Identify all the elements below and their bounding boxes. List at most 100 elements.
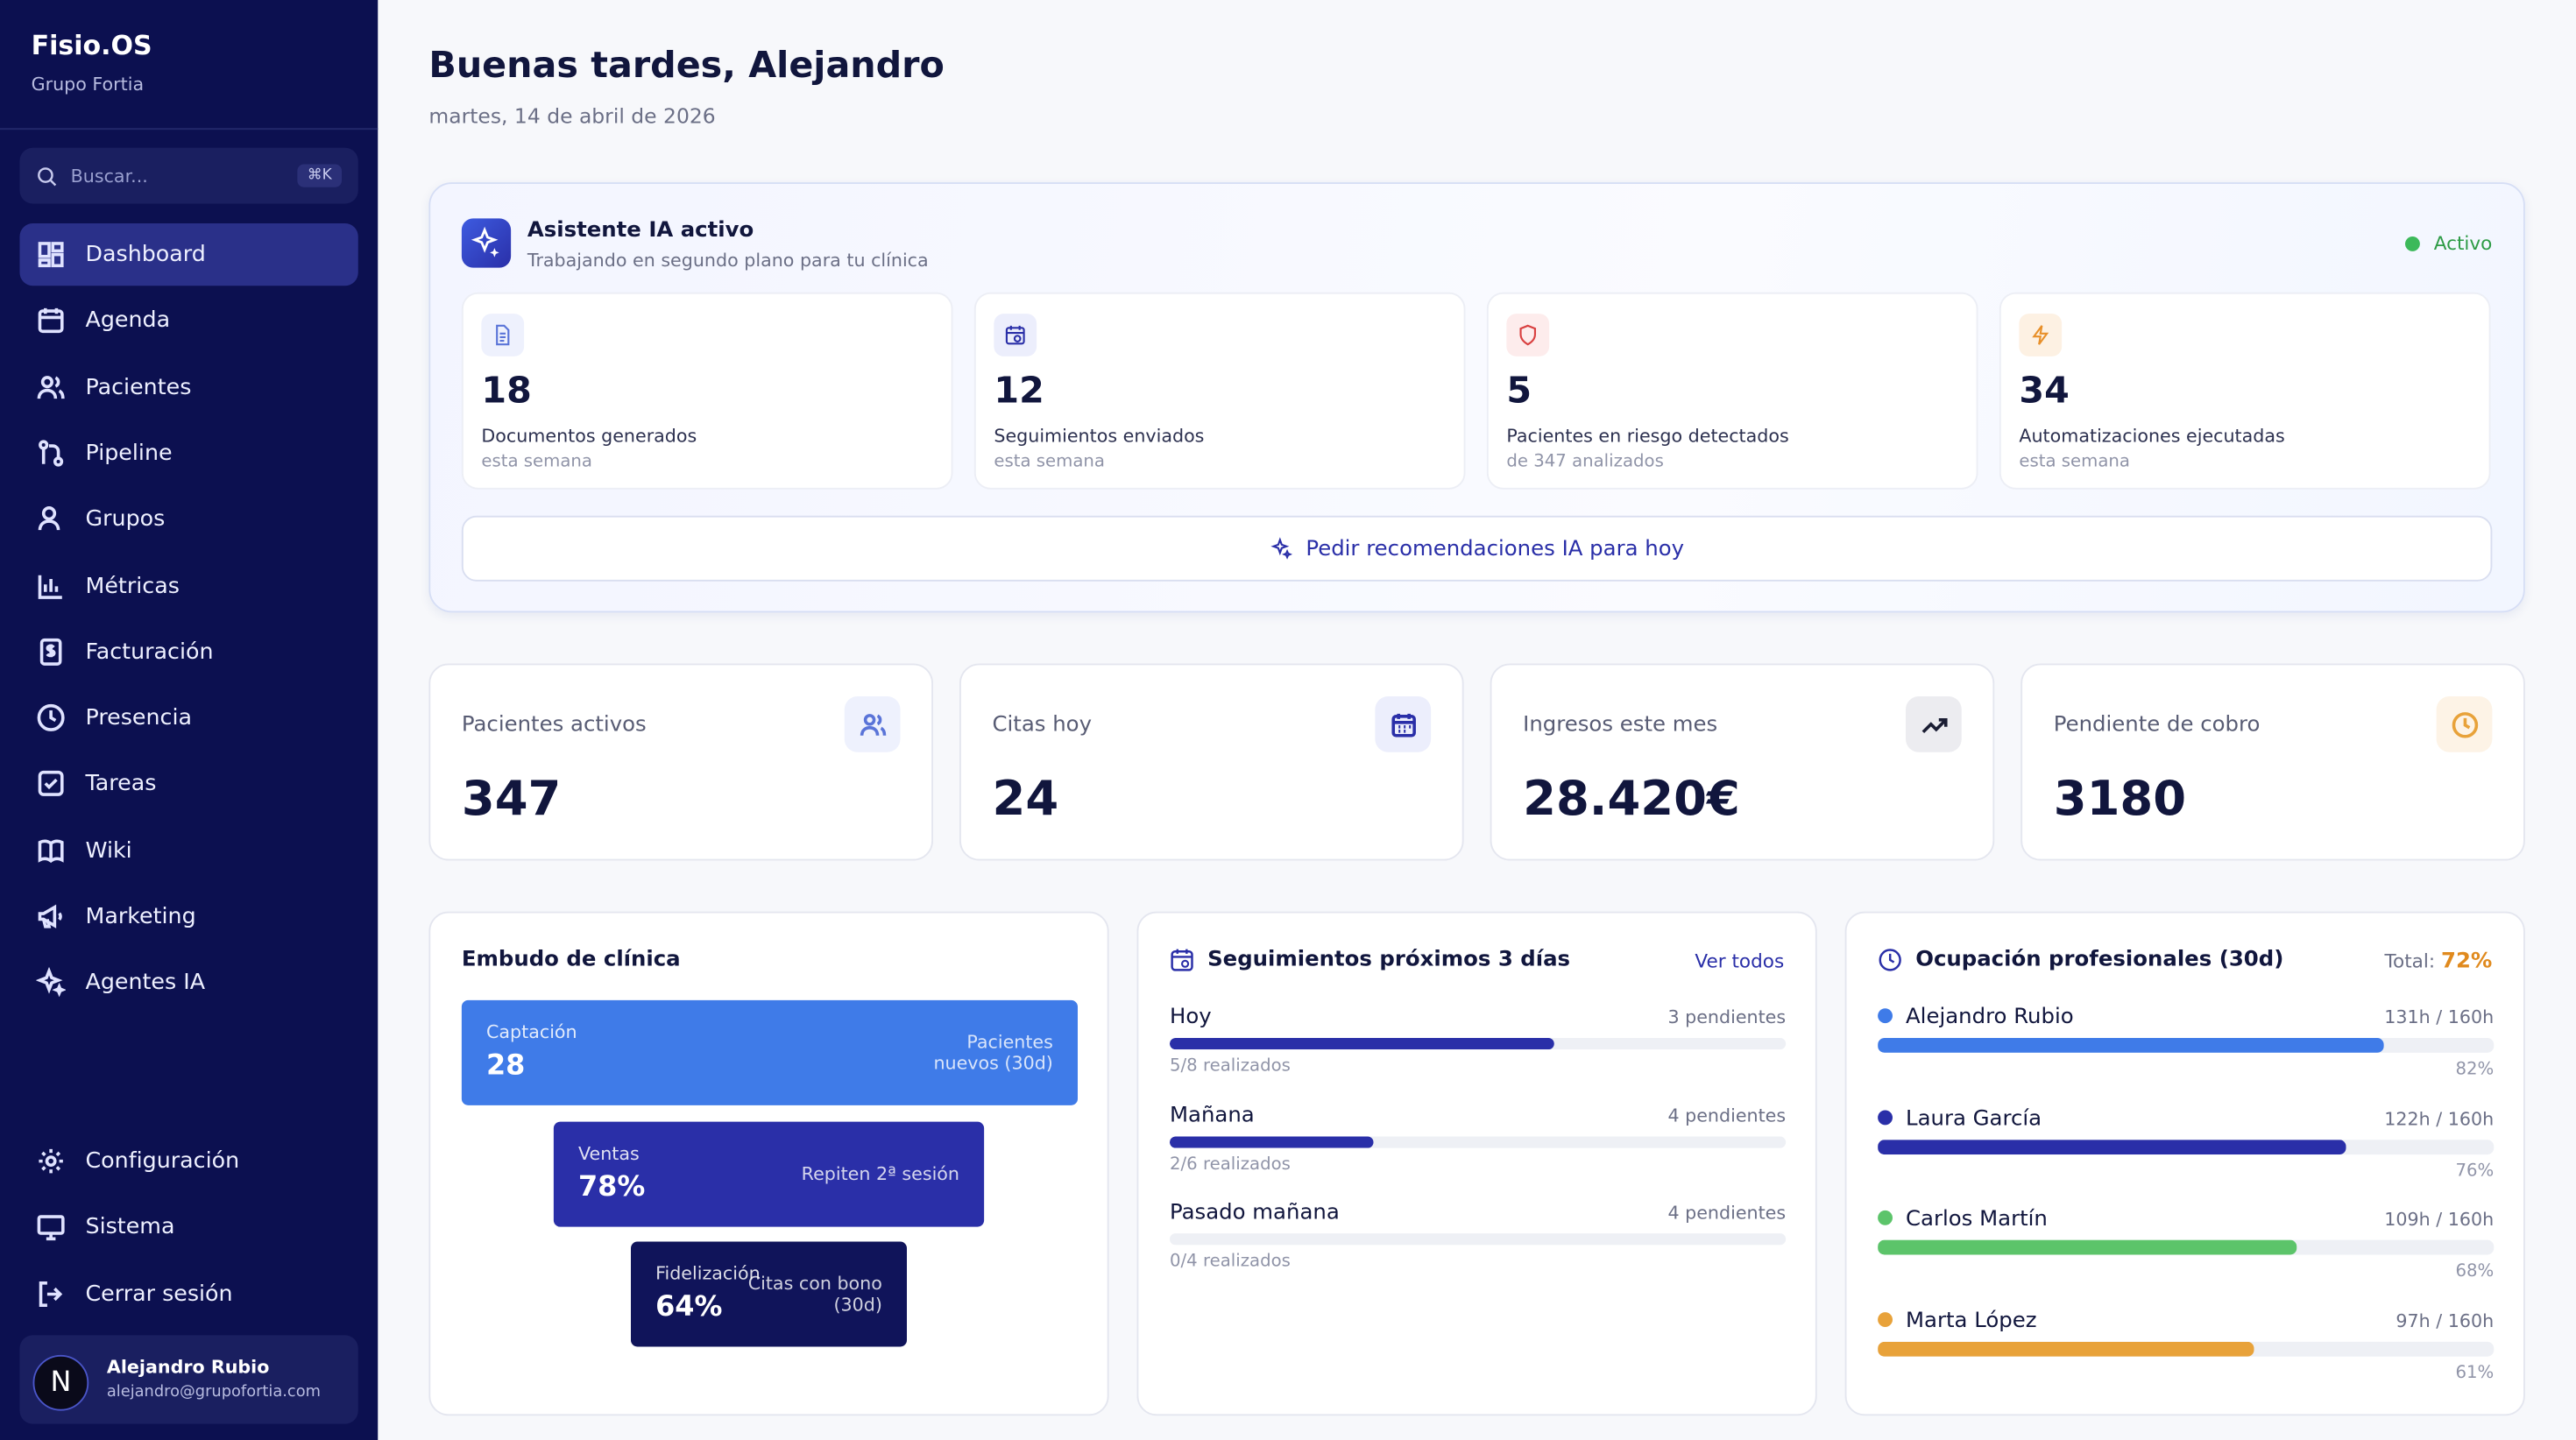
followup-pending: 3 pendientes: [1667, 1006, 1787, 1028]
avatar: N: [32, 1354, 89, 1411]
icon-part: [1006, 325, 1024, 335]
nav-item[interactable]: Grupos: [20, 488, 358, 550]
ai-stat-label: Seguimientos enviados: [994, 425, 1205, 447]
icon-part: [51, 242, 64, 253]
followups-header: Seguimientos próximos 3 días: [1170, 948, 1570, 972]
search-icon: [38, 166, 57, 186]
nav-label: Presencia: [85, 704, 193, 731]
nav-item[interactable]: Wiki: [20, 819, 358, 881]
separator: [0, 128, 379, 131]
ai-button[interactable]: Pedir recomendaciones IA para hoy: [461, 515, 2493, 582]
icon-part: [38, 166, 53, 182]
icon-part: [37, 1215, 65, 1236]
search[interactable]: Buscar... ⌘K: [19, 147, 358, 204]
nav-icon: [37, 375, 65, 399]
progress-track: [1170, 1038, 1787, 1050]
person-name-text: Laura García: [1906, 1105, 2042, 1131]
icon-part: [1013, 335, 1022, 342]
nav-item[interactable]: Agentes IA: [20, 951, 358, 1013]
icon-part: [36, 967, 66, 998]
icon-part: [1392, 712, 1414, 732]
nav-icon: [38, 771, 64, 797]
occupancy-card: Ocupación profesionales (30d) Total: 72%…: [1844, 911, 2525, 1416]
icon-part: [1181, 959, 1190, 968]
occupancy-fill: [1878, 1239, 2297, 1255]
followup-pending: 4 pendientes: [1667, 1202, 1787, 1224]
nav-item[interactable]: Pipeline: [20, 422, 358, 484]
kpi-icon: [1375, 696, 1432, 752]
total-label: Total:: [2384, 949, 2436, 972]
person-name-text: Carlos Martín: [1906, 1207, 2048, 1232]
icon-part: [1878, 1109, 1893, 1125]
ai-stat-label: Automatizaciones ejecutadas: [2019, 425, 2285, 447]
search-placeholder: Buscar...: [70, 165, 148, 187]
icon-part: [1391, 714, 1415, 737]
kpi-card: Pacientes activos 347: [428, 663, 933, 861]
nav-item[interactable]: Tareas: [20, 752, 358, 815]
followup-done: 0/4 realizados: [1170, 1251, 1291, 1272]
nav-item[interactable]: Presencia: [20, 687, 358, 749]
ai-subtitle: Trabajando en segundo plano para tu clín…: [527, 250, 929, 272]
user-email: alejandro@grupofortia.com: [106, 1382, 321, 1401]
icon-part: [38, 258, 51, 268]
sidebar: Fisio.OS Grupo Fortia Buscar... ⌘K Dashb…: [0, 0, 379, 1440]
icon-part: [862, 713, 875, 725]
ai-stat-label: Pacientes en riesgo detectados: [1506, 425, 1789, 447]
icon-part: [2451, 711, 2478, 738]
icon-part: [38, 242, 51, 258]
nav-item[interactable]: Sistema: [20, 1196, 358, 1259]
user-card[interactable]: N Alejandro Rubio alejandro@grupofortia.…: [19, 1335, 358, 1424]
user-name: Alejandro Rubio: [106, 1356, 270, 1379]
ai-stat-icon: [2019, 314, 2063, 356]
icon-part: [2032, 325, 2049, 345]
person-hours: 97h / 160h: [2396, 1309, 2495, 1331]
person-hours: 131h / 160h: [2384, 1006, 2495, 1028]
ai-stat-value: 5: [1506, 371, 1532, 413]
kpi-card: Ingresos este mes 28.420€: [1490, 663, 1995, 861]
nav-icon: [37, 704, 65, 732]
nav-icon: [37, 1215, 65, 1241]
progress-fill: [1170, 1135, 1374, 1147]
nav-item[interactable]: Agenda: [20, 290, 358, 352]
icon-part: [2405, 236, 2421, 251]
icon-part: [1878, 1008, 1893, 1024]
icon-part: [38, 904, 62, 928]
funnel-card: Embudo de clínica Captación 28 Pacientes n…: [428, 911, 1109, 1416]
icon-part: [1519, 324, 1537, 346]
kpi-card: Citas hoy 24: [959, 663, 1464, 861]
nav-item[interactable]: Pacientes: [20, 356, 358, 418]
icon-part: [38, 519, 60, 531]
ai-stat: 18 Documentos generados esta semana: [461, 292, 953, 490]
nav-item[interactable]: Marketing: [20, 886, 358, 948]
person-hours: 122h / 160h: [2384, 1107, 2495, 1130]
see-all-link[interactable]: Ver todos: [1695, 949, 1785, 972]
icon-part: [1270, 537, 1292, 560]
followup-day: Hoy: [1170, 1005, 1212, 1030]
icon-part: [40, 375, 53, 388]
icon-part: [45, 1155, 57, 1168]
person-percent: 76%: [2455, 1160, 2495, 1181]
ai-stat: 12 Seguimientos enviados esta semana: [973, 292, 1466, 490]
nav-item[interactable]: Métricas: [20, 554, 358, 617]
person-hours: 109h / 160h: [2384, 1209, 2495, 1231]
funnel-title: Embudo de clínica: [461, 947, 681, 972]
nav-item[interactable]: Cerrar sesión: [20, 1262, 358, 1324]
ai-stat-value: 34: [2019, 371, 2070, 413]
icon-part: [38, 574, 62, 598]
total-value: 72%: [2441, 949, 2493, 974]
person-percent: 68%: [2455, 1261, 2495, 1281]
nav-item[interactable]: Facturación: [20, 620, 358, 682]
occupancy-track: [1878, 1340, 2495, 1356]
kpi-label: Ingresos este mes: [1523, 712, 1718, 738]
icon-part: [46, 644, 56, 657]
ai-stat-note: esta semana: [481, 451, 592, 472]
progress-fill: [1170, 1038, 1555, 1050]
nav-item[interactable]: Configuración: [20, 1130, 358, 1192]
nav-item[interactable]: Dashboard: [19, 223, 358, 286]
funnel-stage: Ventas 78% Repiten 2ª sesión: [553, 1121, 985, 1227]
icon-part: [50, 179, 57, 186]
icon-part: [51, 252, 64, 268]
ai-icon: [461, 218, 512, 268]
